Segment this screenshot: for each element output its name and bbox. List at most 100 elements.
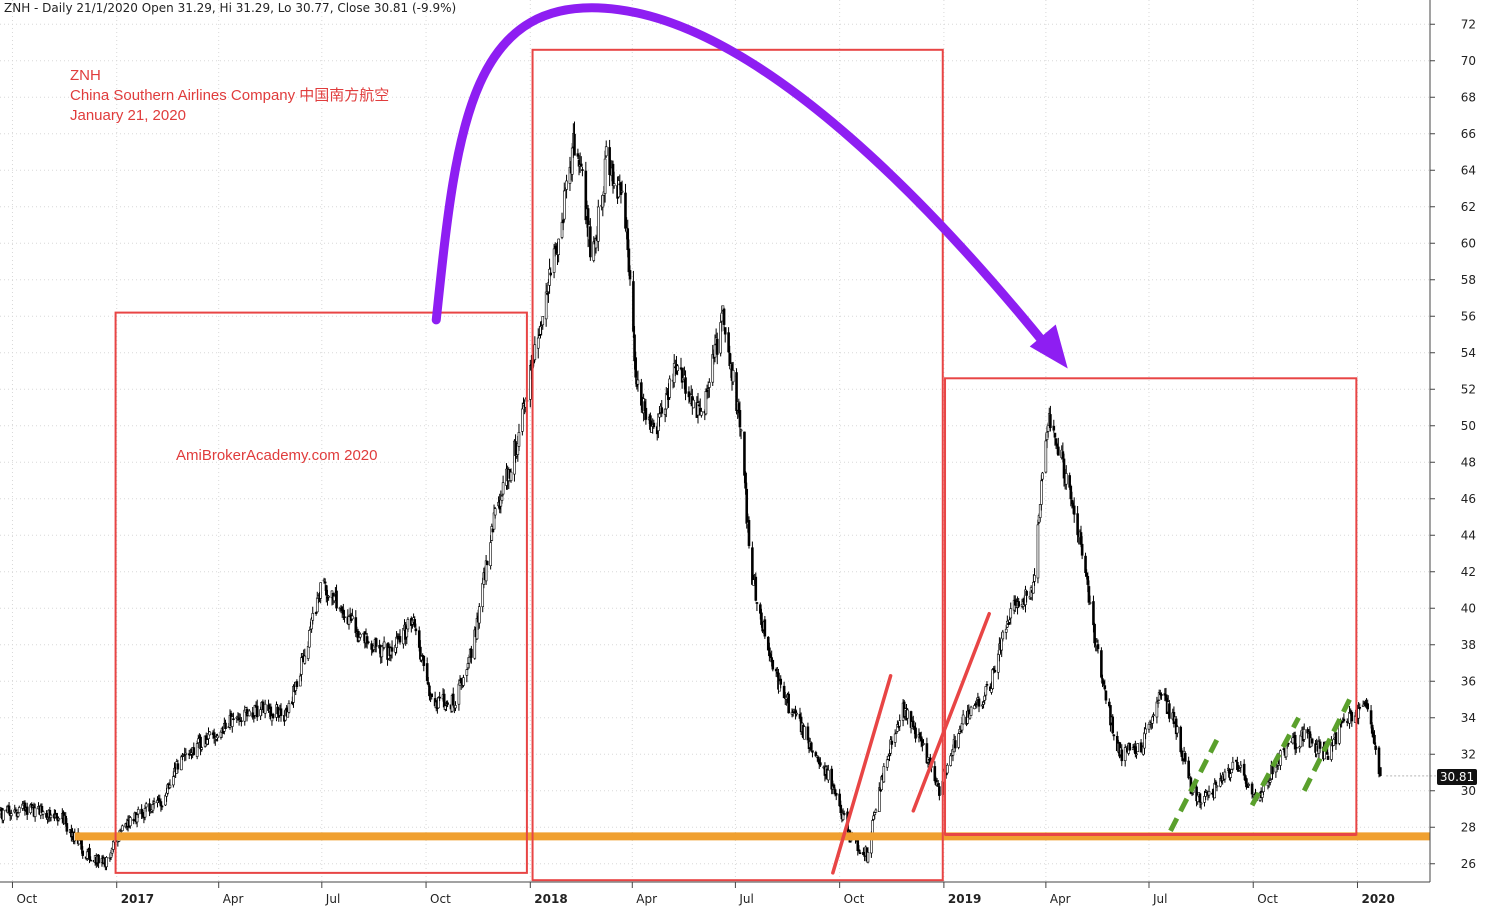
y-tick-label: 58 [1461,273,1476,287]
candle-body [1072,505,1076,515]
candle-body [735,372,738,412]
candle-body [327,595,330,598]
candle-body [969,706,973,716]
candle-body [1088,602,1092,604]
candle-body [1160,694,1163,696]
candle-body [1237,770,1240,772]
range-box [531,48,944,882]
candle-body [10,813,13,816]
candle-body [2,809,5,821]
candle-body [719,322,722,354]
candle-body [517,432,521,447]
candle-body [839,804,843,813]
candle-body [136,809,140,815]
candle-body [212,732,216,739]
candle-body [723,327,727,335]
candle-body [1040,480,1043,505]
candle-body [279,708,283,716]
candle-body [129,817,132,827]
candle-body [945,764,949,774]
x-tick-label: Oct [1257,892,1278,906]
candle-body [747,520,751,546]
candle-body [1156,701,1160,704]
candle-body [232,718,235,721]
candle-body [1049,414,1052,429]
candle-body [1112,734,1116,737]
y-tick-label: 36 [1461,674,1476,688]
candle-body [224,722,227,730]
candle-body [541,316,545,326]
candle-body [195,743,199,757]
candle-body [763,619,767,637]
candle-body [548,268,551,286]
candle-body [906,709,909,719]
candle-body [658,413,661,418]
candle-body [581,169,584,171]
candle-body [1123,747,1127,761]
candle-body [871,820,874,834]
candle-body [1373,734,1376,745]
overlays [74,3,1430,882]
candle-body [359,633,362,638]
candle-body [1057,446,1060,456]
candle-body [878,787,881,813]
candle-body [1001,631,1005,640]
candle-body [779,678,783,685]
candle-body [984,686,988,696]
candle-body [462,677,465,686]
candle-body [1332,739,1335,746]
candle-body [143,808,147,818]
candle-body [544,291,548,320]
candle-body [1198,793,1202,803]
candle-body [1168,703,1171,719]
candle-body [1092,601,1095,626]
candle-body [49,814,53,818]
candle-body [509,471,513,481]
candle-body [1239,764,1243,768]
candle-body [1052,425,1056,431]
x-tick-label: Oct [16,892,37,906]
candle-body [208,731,211,736]
y-tick-label: 48 [1461,455,1476,469]
candle-body [715,338,719,355]
y-tick-label: 72 [1461,17,1476,31]
candle-body [414,628,418,632]
candle-body [1230,769,1234,774]
range-box [944,377,1358,836]
candle-body [985,683,989,686]
y-tick-label: 62 [1461,200,1476,214]
candle-body [536,337,540,349]
y-tick-label: 28 [1461,820,1476,834]
candle-body [247,710,251,717]
candle-body [454,705,457,709]
candle-body [200,747,203,750]
candle-body [620,190,624,193]
candle-body [676,365,679,371]
candle-body [179,756,183,771]
candle-body [1032,581,1035,594]
candle-body [914,727,917,739]
candle-body [1268,780,1272,783]
candle-body [230,716,234,727]
candle-body [885,759,889,768]
candle-body [739,429,743,432]
candle-body [365,636,369,644]
candle-body [17,807,21,813]
candle-body [457,683,461,705]
candle-body [1366,703,1369,710]
candle-body [1199,802,1203,805]
candle-body [660,407,664,414]
candle-body [144,803,148,808]
candle-body [1334,732,1338,745]
candle-body [514,441,517,456]
candle-body [319,582,322,599]
arc-arrow-path [431,3,1057,357]
candle-body [664,393,668,410]
date-label: January 21, 2020 [70,107,186,124]
candle-body [810,742,813,750]
candle-body [973,705,976,710]
y-tick-label: 46 [1461,492,1476,506]
candle-body [261,701,265,710]
candle-body [579,163,583,166]
candle-body [121,825,124,831]
